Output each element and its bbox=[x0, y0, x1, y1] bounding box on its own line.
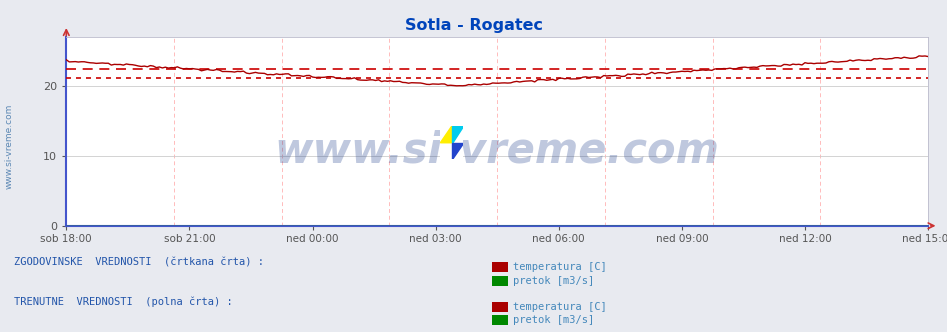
Polygon shape bbox=[452, 143, 463, 159]
Polygon shape bbox=[452, 126, 463, 143]
Text: www.si-vreme.com: www.si-vreme.com bbox=[275, 129, 720, 171]
Text: temperatura [C]: temperatura [C] bbox=[513, 262, 607, 272]
Text: www.si-vreme.com: www.si-vreme.com bbox=[5, 103, 14, 189]
Text: pretok [m3/s]: pretok [m3/s] bbox=[513, 276, 595, 286]
Text: pretok [m3/s]: pretok [m3/s] bbox=[513, 315, 595, 325]
Text: ZGODOVINSKE  VREDNOSTI  (črtkana črta) :: ZGODOVINSKE VREDNOSTI (črtkana črta) : bbox=[14, 257, 264, 267]
Text: temperatura [C]: temperatura [C] bbox=[513, 302, 607, 312]
Polygon shape bbox=[440, 126, 452, 143]
Text: TRENUTNE  VREDNOSTI  (polna črta) :: TRENUTNE VREDNOSTI (polna črta) : bbox=[14, 297, 233, 307]
Text: Sotla - Rogatec: Sotla - Rogatec bbox=[404, 18, 543, 33]
